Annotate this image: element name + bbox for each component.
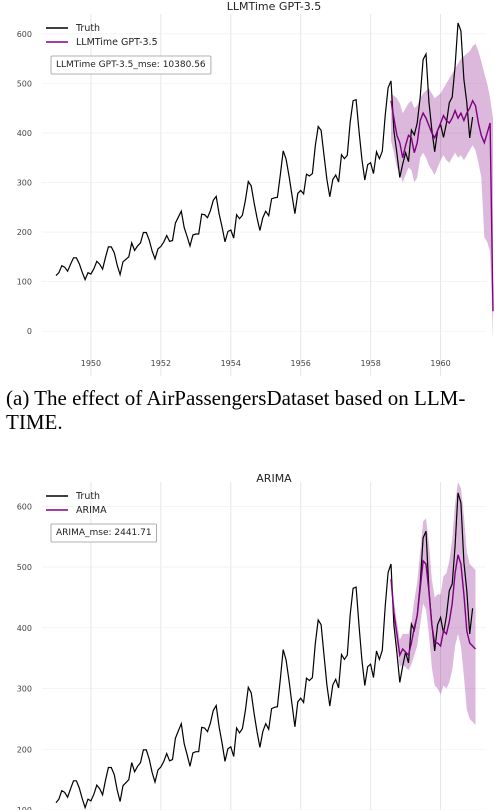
arima-chart: ARIMA 100 200 300 400 500 600 Truth ARIMA ARIMA_m… — [17, 472, 486, 810]
legend-entry: Truth — [75, 491, 100, 502]
figure-caption: (a) The effect of AirPassengersDataset b… — [6, 386, 466, 434]
y-tick-label: 300 — [17, 685, 32, 694]
y-tick-label: 100 — [17, 278, 32, 287]
mse-annotation: LLMTime GPT-3.5_mse: 10380.56 — [56, 60, 206, 70]
x-tick-label: 1952 — [151, 359, 171, 368]
x-tick-label: 1956 — [291, 359, 311, 368]
llmtime-chart: LLMTime GPT-3.5 0 100 200 300 400 500 600 1950 19… — [17, 0, 494, 376]
y-tick-label: 600 — [17, 30, 32, 39]
x-tick-label: 1958 — [360, 359, 380, 368]
y-tick-label: 600 — [17, 502, 32, 511]
series-line-forecast — [390, 554, 477, 658]
y-tick-label: 0 — [27, 327, 32, 336]
y-tick-label: 200 — [17, 228, 32, 237]
y-tick-label: 400 — [17, 624, 32, 633]
mse-annotation: ARIMA_mse: 2441.71 — [56, 528, 152, 538]
mse-annotation-box — [50, 55, 212, 75]
legend-entry: LLMTime GPT-3.5 — [76, 37, 158, 48]
y-tick-label: 400 — [17, 129, 32, 138]
confidence-band — [391, 43, 493, 339]
y-tick-label: 200 — [17, 745, 32, 754]
legend-entry: Truth — [75, 23, 100, 34]
legend-entry: ARIMA — [76, 505, 107, 516]
x-tick-label: 1950 — [81, 359, 101, 368]
series-line-truth — [55, 22, 474, 282]
chart-title: LLMTime GPT-3.5 — [227, 0, 322, 13]
chart-title: ARIMA — [256, 472, 292, 485]
x-tick-label: 1960 — [430, 359, 450, 368]
mse-annotation-box — [50, 523, 157, 543]
y-tick-label: 100 — [17, 806, 32, 810]
y-tick-label: 300 — [17, 178, 32, 187]
confidence-band — [391, 482, 476, 725]
y-tick-label: 500 — [17, 563, 32, 572]
y-tick-label: 500 — [17, 79, 32, 88]
series-line-forecast — [390, 99, 494, 312]
series-line-truth — [55, 492, 474, 810]
x-tick-label: 1954 — [221, 359, 241, 368]
